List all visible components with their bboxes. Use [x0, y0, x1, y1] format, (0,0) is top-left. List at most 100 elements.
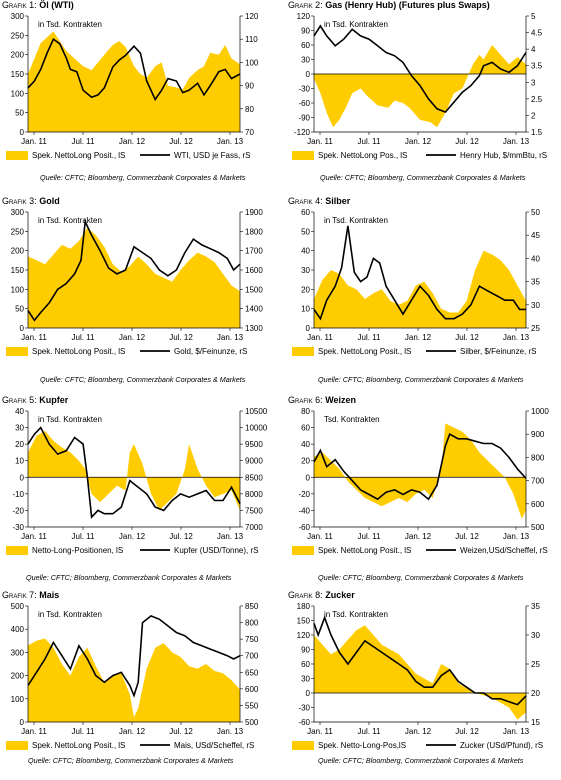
series-area	[28, 227, 240, 328]
ytick-label-left: 90	[301, 27, 310, 36]
chart-panel-5: Grafik 5: Kupfer -30 -20 -10 0 10 20 30 40 7000 7…	[0, 395, 275, 585]
xtick-label: Jan. 11	[307, 532, 333, 541]
ytick-label-left: 400	[11, 625, 25, 634]
ytick-label-left: 0	[306, 324, 311, 333]
xtick-label: Jul. 12	[169, 137, 193, 146]
ytick-label-right: 3	[531, 78, 536, 87]
ytick-label-left: 60	[301, 660, 310, 669]
xtick-label: Jan. 11	[21, 137, 47, 146]
legend-label: Spek. NettoLong Posit., lS	[32, 347, 125, 356]
chart-title: Mais	[39, 590, 60, 600]
ytick-label-right: 4.5	[531, 29, 543, 38]
chart-grafik-label: Grafik 1:	[2, 0, 37, 10]
ytick-label-right: 20	[531, 689, 540, 698]
ytick-label-right: 120	[245, 12, 259, 21]
ytick-label-left: -10	[12, 490, 24, 499]
legend-swatch-area	[6, 347, 28, 356]
ytick-label-right: 1800	[245, 227, 263, 236]
ytick-label-left: 60	[301, 41, 310, 50]
xtick-label: Jan. 13	[503, 532, 530, 541]
series-line	[313, 433, 527, 501]
xtick-label: Jan. 11	[21, 532, 47, 541]
legend-swatch-area	[292, 741, 314, 750]
ytick-label-right: 800	[245, 619, 259, 628]
ytick-label-right: 700	[531, 477, 545, 486]
xtick-label: Jan. 11	[21, 727, 47, 736]
source-note-4: Quelle: CFTC; Bloomberg, Commerzbank Cor…	[28, 756, 234, 765]
chart-title: Kupfer	[39, 395, 69, 405]
ytick-label-left: 80	[301, 407, 310, 416]
ytick-label-left: 50	[15, 109, 24, 118]
chart-title: Gold	[39, 196, 60, 206]
ytick-label-left: 90	[301, 646, 310, 655]
ytick-label-left: 60	[301, 424, 310, 433]
chart-title: Weizen	[325, 395, 357, 405]
ytick-label-right: 4	[531, 45, 536, 54]
ytick-label-left: -30	[12, 523, 24, 532]
legend-label: Silber, $/Feinunze, rS	[460, 347, 536, 356]
ytick-label-left: 0	[306, 689, 311, 698]
ytick-label-left: 180	[297, 602, 311, 611]
ytick-label-right: 850	[245, 602, 259, 611]
chart-svg: -120 -90 -60 -30 0 30 60 90 120 1.5 2 2.5 3 3.5 4 4.5 5 J…	[292, 12, 547, 160]
legend-label: Zucker (USd/Pfund), rS	[460, 741, 543, 750]
ytick-label-left: 0	[20, 473, 25, 482]
ytick-label-left: 30	[15, 424, 24, 433]
source-note-1: Quelle: CFTC; Bloomberg, Commerzbank Cor…	[40, 173, 246, 182]
chart-annotation: in Tsd. Kontrakten	[324, 20, 388, 29]
ytick-label-left: 200	[11, 672, 25, 681]
xtick-label: Jul. 11	[72, 137, 96, 146]
chart-annotation: in Tsd. Kontrakten	[324, 610, 388, 619]
ytick-label-left: -120	[294, 128, 311, 137]
ytick-label-right: 2.5	[531, 95, 543, 104]
legend-label: Spek. Netto-Long-Pos,lS	[318, 741, 406, 750]
ytick-label-right: 1700	[245, 247, 263, 256]
xtick-label: Jan. 13	[217, 333, 244, 342]
chart-annotation: in Tsd. Kontrakten	[38, 216, 102, 225]
ytick-label-left: 20	[301, 457, 310, 466]
source-note-3: Quelle: CFTC; Bloomberg, Commerzbank Cor…	[26, 573, 232, 582]
series-area	[28, 638, 240, 722]
xtick-label: Jan. 13	[217, 532, 244, 541]
ytick-label-right: 90	[245, 82, 254, 91]
xtick-label: Jul. 11	[72, 532, 96, 541]
legend-label: Weizen,USd/Scheffel, rS	[460, 546, 548, 555]
ytick-label-left: 30	[301, 56, 310, 65]
legend-swatch-area	[292, 546, 314, 555]
xtick-label: Jan. 11	[307, 137, 333, 146]
ytick-label-left: 20	[301, 285, 310, 294]
ytick-label-right: 10500	[245, 407, 268, 416]
legend-label: WTI, USD je Fass, rS	[174, 151, 250, 160]
ytick-label-left: -20	[12, 506, 24, 515]
legend-label: Gold, $/Feinunze, rS	[174, 347, 247, 356]
legend-swatch-area	[6, 151, 28, 160]
chart-panel-8: Grafik 8: Zucker -60 -30 0 30 60 90 120 150 180 1…	[286, 590, 561, 780]
ytick-label-left: -30	[298, 85, 310, 94]
chart-title: Zucker	[325, 590, 355, 600]
legend-label: Spek. NettoLong Pos., lS	[318, 151, 407, 160]
xtick-label: Jul. 12	[455, 333, 479, 342]
ytick-label-left: 250	[11, 227, 25, 236]
xtick-label: Jan. 13	[503, 137, 530, 146]
ytick-label-right: 80	[245, 105, 254, 114]
xtick-label: Jan. 12	[119, 532, 146, 541]
xtick-label: Jan. 12	[405, 333, 432, 342]
ytick-label-left: 40	[301, 247, 310, 256]
xtick-label: Jan. 12	[405, 137, 432, 146]
legend-swatch-area	[6, 741, 28, 750]
ytick-label-right: 3.5	[531, 62, 543, 71]
source-note-3b: Quelle: CFTC; Bloomberg, Commerzbank Cor…	[318, 573, 524, 582]
ytick-label-right: 1000	[531, 407, 549, 416]
chart-grafik-label: Grafik 6:	[288, 395, 323, 405]
chart-panel-7: Grafik 7: Mais 0 100 200 300 400 500 500 550 600…	[0, 590, 275, 780]
ytick-label-right: 30	[531, 301, 540, 310]
chart-grafik-label: Grafik 4:	[288, 196, 323, 206]
chart-svg: -60 -30 0 30 60 90 120 150 180 15 20 25 30 35 Jan. 11 J…	[292, 602, 543, 750]
chart-title: Gas (Henry Hub) (Futures plus Swaps)	[325, 0, 490, 10]
source-note-2b: Quelle: CFTC; Bloomberg, Commerzbank Cor…	[318, 375, 524, 384]
chart-svg: -30 -20 -10 0 10 20 30 40 7000 7500 8000 8500 9000 95…	[6, 407, 268, 555]
ytick-label-right: 50	[531, 208, 540, 217]
chart-grafik-label: Grafik 2:	[288, 0, 323, 10]
chart-panel-2: Grafik 2: Gas (Henry Hub) (Futures plus …	[286, 0, 561, 190]
ytick-label-left: 200	[11, 51, 25, 60]
